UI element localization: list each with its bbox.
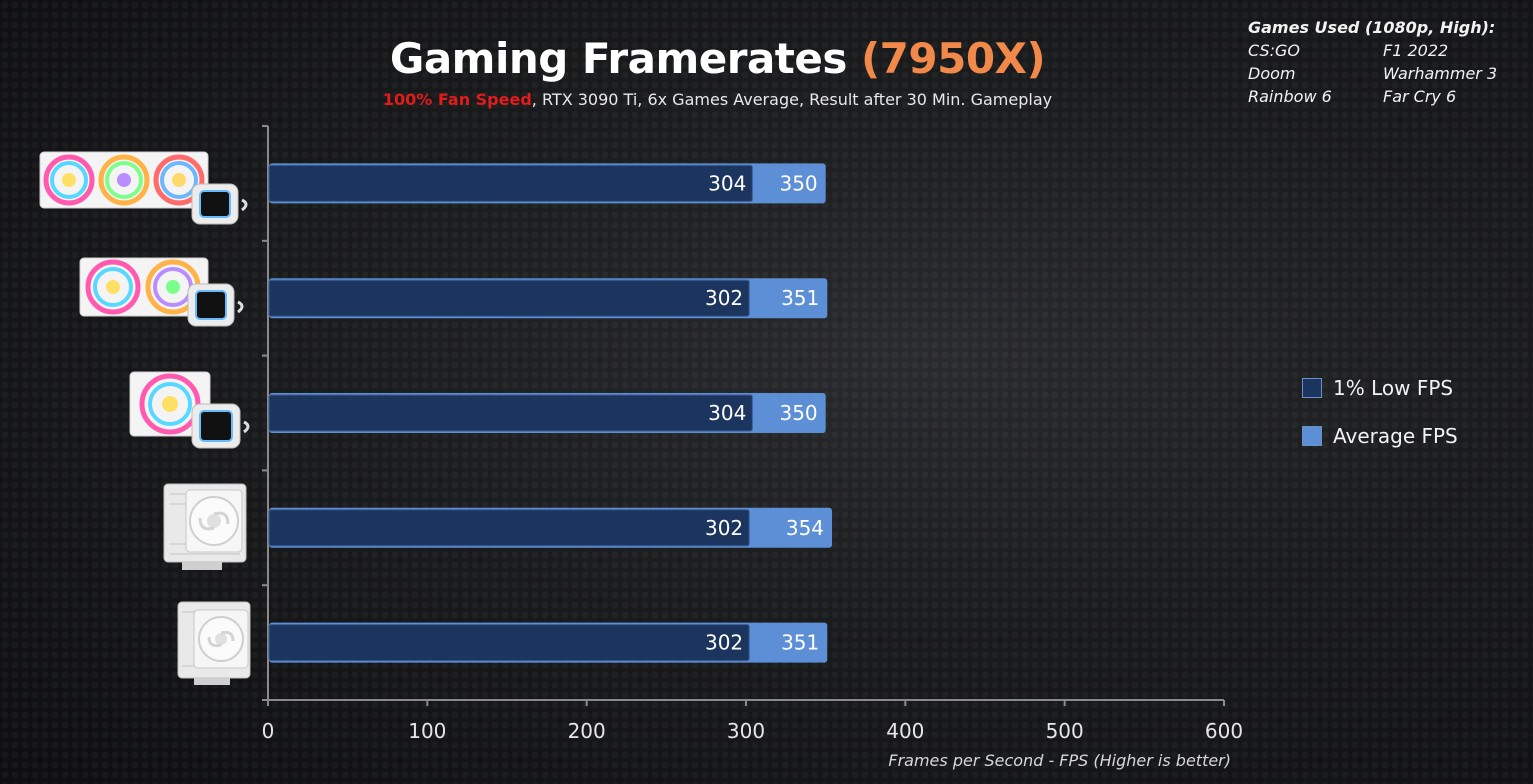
- games-used-heading: Games Used (1080p, High):: [1248, 18, 1496, 37]
- legend-swatch-low: [1302, 378, 1322, 398]
- chart-subtitle: 100% Fan Speed, RTX 3090 Ti, 6x Games Av…: [0, 90, 1435, 109]
- subtitle-rest: , RTX 3090 Ti, 6x Games Average, Result …: [531, 90, 1053, 109]
- data-label-average: 350: [779, 171, 817, 195]
- bar-low-fps: [268, 394, 753, 432]
- single-tower-air-cooler-icon: [177, 601, 251, 685]
- game-item: Rainbow 6: [1248, 87, 1332, 106]
- aio-360-cooler-icon: [39, 151, 248, 225]
- subtitle-highlight: 100% Fan Speed: [382, 90, 532, 109]
- game-item: Doom: [1248, 64, 1296, 83]
- x-tick-label: 500: [1046, 719, 1084, 743]
- data-label-average: 351: [781, 631, 819, 655]
- legend-item-avg: Average FPS: [1302, 424, 1458, 448]
- games-used-box: Games Used (1080p, High): CS:GO F1 2022 …: [1248, 18, 1518, 106]
- game-item: F1 2022: [1383, 41, 1449, 60]
- data-label-low: 304: [708, 401, 746, 425]
- legend-label-low: 1% Low FPS: [1333, 376, 1454, 400]
- bar-low-fps: [268, 509, 750, 547]
- data-label-low: 304: [708, 171, 746, 195]
- x-tick-label: 200: [568, 719, 606, 743]
- x-tick-label: 400: [886, 719, 924, 743]
- bar-low-fps: [268, 279, 750, 317]
- game-item: CS:GO: [1248, 41, 1301, 60]
- aio-240-cooler-icon: [129, 371, 250, 449]
- dual-tower-air-cooler-icon: [163, 483, 247, 570]
- aio-280-cooler-icon: [79, 257, 244, 327]
- x-axis-label: Frames per Second - FPS (Higher is bette…: [888, 751, 1231, 770]
- title-accent: (7950X): [860, 34, 1046, 83]
- data-label-average: 354: [786, 516, 824, 540]
- x-tick-label: 100: [408, 719, 446, 743]
- legend-swatch-avg: [1302, 426, 1322, 446]
- bar-low-fps: [268, 164, 753, 202]
- data-label-low: 302: [705, 286, 743, 310]
- x-tick-label: 600: [1205, 719, 1243, 743]
- legend-label-avg: Average FPS: [1333, 424, 1458, 448]
- chart-title: Gaming Framerates (7950X): [0, 34, 1435, 83]
- game-item: Warhammer 3: [1383, 64, 1498, 83]
- games-list: CS:GO F1 2022 Doom Warhammer 3 Rainbow 6…: [1248, 41, 1518, 106]
- x-tick-label: 0: [262, 719, 275, 743]
- game-item: Far Cry 6: [1383, 87, 1457, 106]
- legend: 1% Low FPS Average FPS: [1302, 376, 1458, 472]
- data-label-low: 302: [705, 516, 743, 540]
- legend-item-low: 1% Low FPS: [1302, 376, 1458, 400]
- bar-low-fps: [268, 624, 750, 662]
- x-tick-label: 300: [727, 719, 765, 743]
- data-label-average: 350: [779, 401, 817, 425]
- data-label-average: 351: [781, 286, 819, 310]
- title-main: Gaming Framerates: [389, 34, 861, 83]
- data-label-low: 302: [705, 631, 743, 655]
